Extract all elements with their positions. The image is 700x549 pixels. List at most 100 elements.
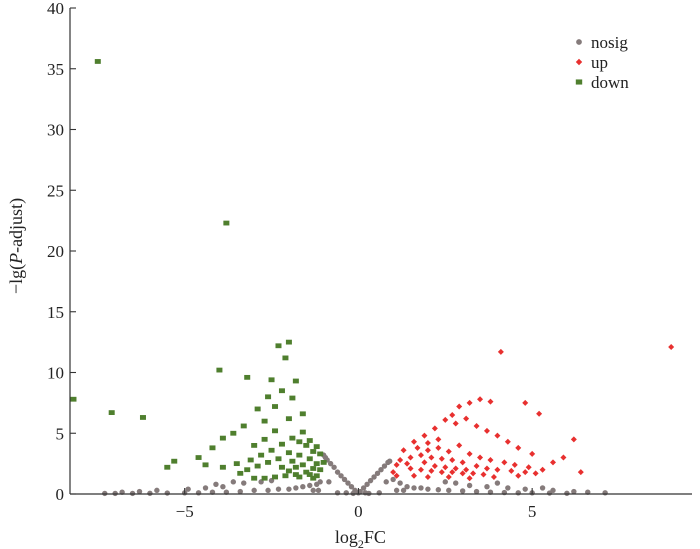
down-point bbox=[289, 395, 296, 401]
down-point bbox=[285, 468, 292, 474]
down-point bbox=[70, 396, 77, 402]
down-point bbox=[285, 339, 292, 345]
up-point bbox=[483, 465, 490, 472]
down-point bbox=[251, 475, 258, 481]
nosig-point bbox=[411, 485, 417, 491]
nosig-point bbox=[348, 484, 355, 490]
down-point bbox=[216, 367, 223, 373]
up-point bbox=[400, 447, 407, 454]
up-point bbox=[470, 470, 477, 477]
down-point bbox=[282, 355, 289, 361]
up-point bbox=[438, 469, 445, 476]
up-point bbox=[435, 436, 442, 443]
nosig-point bbox=[265, 487, 271, 494]
down-point bbox=[278, 388, 285, 394]
up-point bbox=[428, 454, 435, 461]
series-up bbox=[390, 343, 675, 482]
nosig-point bbox=[136, 488, 143, 495]
down-point bbox=[272, 474, 279, 480]
down-point bbox=[272, 404, 279, 409]
down-point bbox=[251, 443, 258, 448]
up-point bbox=[421, 459, 428, 466]
nosig-point bbox=[505, 485, 511, 491]
down-point bbox=[268, 377, 275, 383]
up-point bbox=[473, 463, 480, 470]
down-point bbox=[244, 374, 251, 380]
nosig-point bbox=[331, 464, 337, 470]
up-point bbox=[463, 466, 470, 473]
data-points-layer bbox=[70, 59, 675, 497]
up-point bbox=[445, 473, 452, 480]
down-point bbox=[94, 59, 101, 64]
up-point bbox=[532, 470, 539, 477]
up-point bbox=[404, 460, 411, 467]
nosig-point bbox=[446, 487, 452, 494]
nosig-point bbox=[381, 463, 388, 469]
nosig-point bbox=[393, 487, 400, 494]
up-point bbox=[449, 456, 456, 463]
nosig-point bbox=[360, 485, 367, 491]
up-point bbox=[515, 472, 522, 479]
down-point bbox=[299, 462, 306, 468]
down-point bbox=[254, 463, 261, 469]
up-point bbox=[560, 454, 567, 461]
down-point bbox=[299, 411, 306, 417]
nosig-point bbox=[345, 480, 351, 486]
nosig-point bbox=[364, 481, 370, 487]
nosig-point bbox=[383, 479, 389, 485]
nosig-point bbox=[341, 476, 348, 483]
nosig-point bbox=[571, 488, 577, 495]
nosig-point bbox=[350, 490, 356, 497]
down-point bbox=[268, 447, 275, 453]
up-point bbox=[393, 461, 400, 468]
up-point bbox=[421, 432, 428, 439]
nosig-point bbox=[418, 485, 424, 491]
up-point bbox=[445, 448, 452, 455]
down-point bbox=[261, 436, 268, 442]
up-point bbox=[490, 473, 497, 480]
down-point bbox=[278, 441, 285, 447]
down-point bbox=[233, 461, 240, 467]
nosig-point bbox=[484, 484, 490, 490]
down-point bbox=[296, 452, 303, 458]
up-point bbox=[424, 473, 431, 480]
up-point bbox=[449, 469, 456, 476]
up-point bbox=[487, 398, 494, 405]
up-point bbox=[438, 455, 445, 462]
up-point bbox=[504, 438, 511, 445]
nosig-point bbox=[425, 486, 431, 492]
nosig-point bbox=[112, 490, 118, 497]
down-point bbox=[296, 474, 303, 480]
down-point bbox=[282, 473, 289, 479]
nosig-point bbox=[310, 487, 316, 494]
down-point bbox=[254, 406, 261, 412]
up-point bbox=[550, 459, 557, 466]
nosig-point bbox=[202, 485, 209, 491]
up-point bbox=[452, 420, 459, 427]
axes-layer: 0 5 10 15 20 25 30 35 40 −5 0 5 log2FC −lg(P-adjust) bbox=[6, 0, 692, 549]
y-tick-label: 20 bbox=[47, 242, 64, 261]
nosig-point bbox=[404, 484, 410, 490]
up-point bbox=[459, 470, 466, 477]
up-point bbox=[539, 466, 546, 473]
y-tick-label: 0 bbox=[56, 485, 65, 504]
nosig-point bbox=[230, 479, 237, 485]
nosig-point bbox=[195, 490, 202, 496]
down-point bbox=[195, 455, 202, 460]
nosig-point bbox=[154, 487, 160, 494]
nosig-point bbox=[362, 490, 369, 496]
y-tick-label: 15 bbox=[47, 303, 64, 322]
legend-marker-nosig bbox=[576, 39, 582, 45]
down-point bbox=[219, 435, 226, 441]
up-point bbox=[536, 410, 543, 417]
nosig-point bbox=[237, 488, 243, 495]
up-point bbox=[473, 422, 480, 429]
up-point bbox=[501, 459, 508, 466]
up-point bbox=[494, 466, 501, 473]
down-point bbox=[244, 467, 251, 473]
nosig-point bbox=[435, 487, 442, 493]
down-point bbox=[261, 418, 268, 424]
up-point bbox=[577, 469, 584, 476]
down-point bbox=[289, 435, 296, 441]
up-point bbox=[452, 465, 459, 472]
